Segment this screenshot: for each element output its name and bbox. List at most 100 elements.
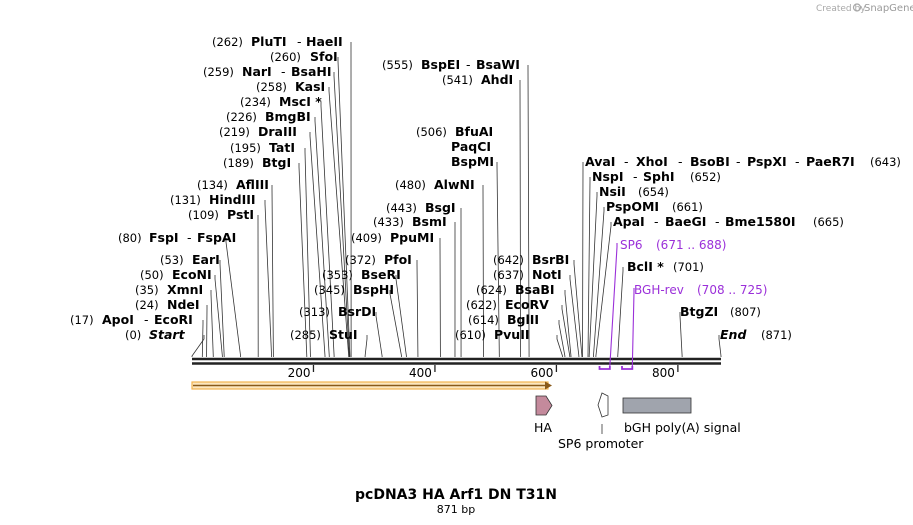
separator: - — [297, 34, 302, 49]
site-pos: (234) — [240, 95, 271, 109]
site-pos: (134) — [197, 178, 228, 192]
leader-line — [679, 312, 683, 357]
leader-line — [375, 312, 383, 357]
site-pos: (643) — [870, 155, 901, 169]
ruler-tick-label: 800 — [652, 366, 675, 380]
site-pos: (652) — [690, 170, 721, 184]
separator: - — [466, 57, 471, 72]
site-pos: (189) — [223, 156, 254, 170]
separator: - — [624, 154, 629, 169]
site-pos: (871) — [761, 328, 792, 342]
leader-line — [593, 207, 605, 357]
site-pos: (541) — [442, 73, 473, 87]
enzyme-label: PaqCI — [451, 139, 491, 154]
enzyme-label: FspI — [149, 230, 179, 245]
site-pos: (555) — [382, 58, 413, 72]
separator: - — [633, 169, 638, 184]
site-pos: (665) — [813, 215, 844, 229]
feature-sp6-promoter: SP6 promoter — [558, 392, 644, 451]
primer-marks — [598, 243, 635, 370]
leader-line — [201, 320, 204, 357]
enzyme-label: XmnI — [167, 282, 203, 297]
site-pos: (131) — [170, 193, 201, 207]
enzyme-label: BsoBI — [690, 154, 730, 169]
enzyme-label: BseRI — [361, 267, 401, 282]
site-pos: (642) — [493, 253, 524, 267]
separator: - — [678, 154, 683, 169]
leader-line — [191, 335, 205, 357]
site-pos: (53) — [160, 253, 184, 267]
site-pos: (80) — [118, 231, 142, 245]
primer-sp6-label: SP6 — [620, 238, 643, 252]
leader-line — [416, 260, 419, 357]
enzyme-label: BspHI — [353, 282, 394, 297]
site-pos: (285) — [290, 328, 321, 342]
enzyme-label: PspOMI — [606, 199, 659, 214]
leader-line — [304, 148, 311, 357]
enzyme-label: BsrDI — [338, 304, 376, 319]
map-length: 871 bp — [437, 503, 475, 516]
site-pos: (614) — [468, 313, 499, 327]
enzyme-label: PluTI — [251, 34, 287, 49]
site-pos: (480) — [395, 178, 426, 192]
site-pos: (17) — [70, 313, 94, 327]
enzyme-label: DraIII — [258, 124, 297, 139]
leader-line — [389, 290, 402, 357]
site-pos: (661) — [672, 200, 703, 214]
leader-line — [564, 290, 572, 357]
enzyme-label: SphI — [643, 169, 675, 184]
enzyme-label: BsaHI — [291, 64, 332, 79]
site-pos: (409) — [351, 231, 382, 245]
enzyme-label: PvuII — [494, 327, 530, 342]
ruler-tick-label: 600 — [531, 366, 554, 380]
map-title: pcDNA3 HA Arf1 DN T31N — [355, 487, 557, 503]
separator: - — [715, 214, 720, 229]
site-pos: (637) — [493, 268, 524, 282]
enzyme-label: PspXI — [747, 154, 787, 169]
credit-prefix: Created by — [816, 4, 866, 14]
site-pos: (353) — [322, 268, 353, 282]
leader-line — [482, 185, 484, 357]
feature-ha-label: HA — [534, 420, 552, 435]
site-pos: (372) — [345, 253, 376, 267]
enzyme-label: AlwNI — [434, 177, 475, 192]
site-pos: (624) — [476, 283, 507, 297]
enzyme-label: PfoI — [384, 252, 412, 267]
enzyme-label: NdeI — [167, 297, 200, 312]
feature-bgh-polya: bGH poly(A) signal — [622, 397, 741, 435]
site-pos: (610) — [455, 328, 486, 342]
leader-line — [573, 260, 583, 357]
leader-line — [314, 117, 330, 357]
enzyme-label: PaeR7I — [806, 154, 855, 169]
leader-line — [496, 162, 500, 357]
site-pos: (260) — [270, 50, 301, 64]
leader-line — [320, 102, 335, 357]
end-label: End — [720, 327, 747, 342]
enzyme-label: EcoRI — [154, 312, 193, 327]
site-pos: (313) — [299, 305, 330, 319]
leader-line — [519, 80, 521, 357]
leader-line — [569, 275, 580, 357]
site-pos: (262) — [212, 35, 243, 49]
ruler-tick-label: 400 — [409, 366, 432, 380]
enzyme-label: PstI — [227, 207, 254, 222]
feature-ha: HA — [534, 395, 553, 435]
separator: - — [795, 154, 800, 169]
enzyme-label: FspAI — [197, 230, 236, 245]
primer-bracket — [598, 366, 611, 370]
separator: - — [144, 312, 149, 327]
site-pos: (24) — [135, 298, 159, 312]
leader-line — [214, 275, 223, 357]
orf-arrow — [191, 381, 552, 390]
site-pos: (345) — [314, 283, 345, 297]
leader-line — [558, 320, 566, 357]
primer-sp6-range: (671 .. 688) — [656, 238, 726, 252]
enzyme-label: NsiI — [599, 184, 626, 199]
leader-line — [264, 200, 272, 357]
ruler-tick-label: 200 — [288, 366, 311, 380]
leader-line — [337, 57, 351, 357]
enzyme-label: TatI — [269, 140, 295, 155]
site-pos: (0) — [125, 328, 141, 342]
feature-bgh-polya-label: bGH poly(A) signal — [624, 420, 741, 435]
